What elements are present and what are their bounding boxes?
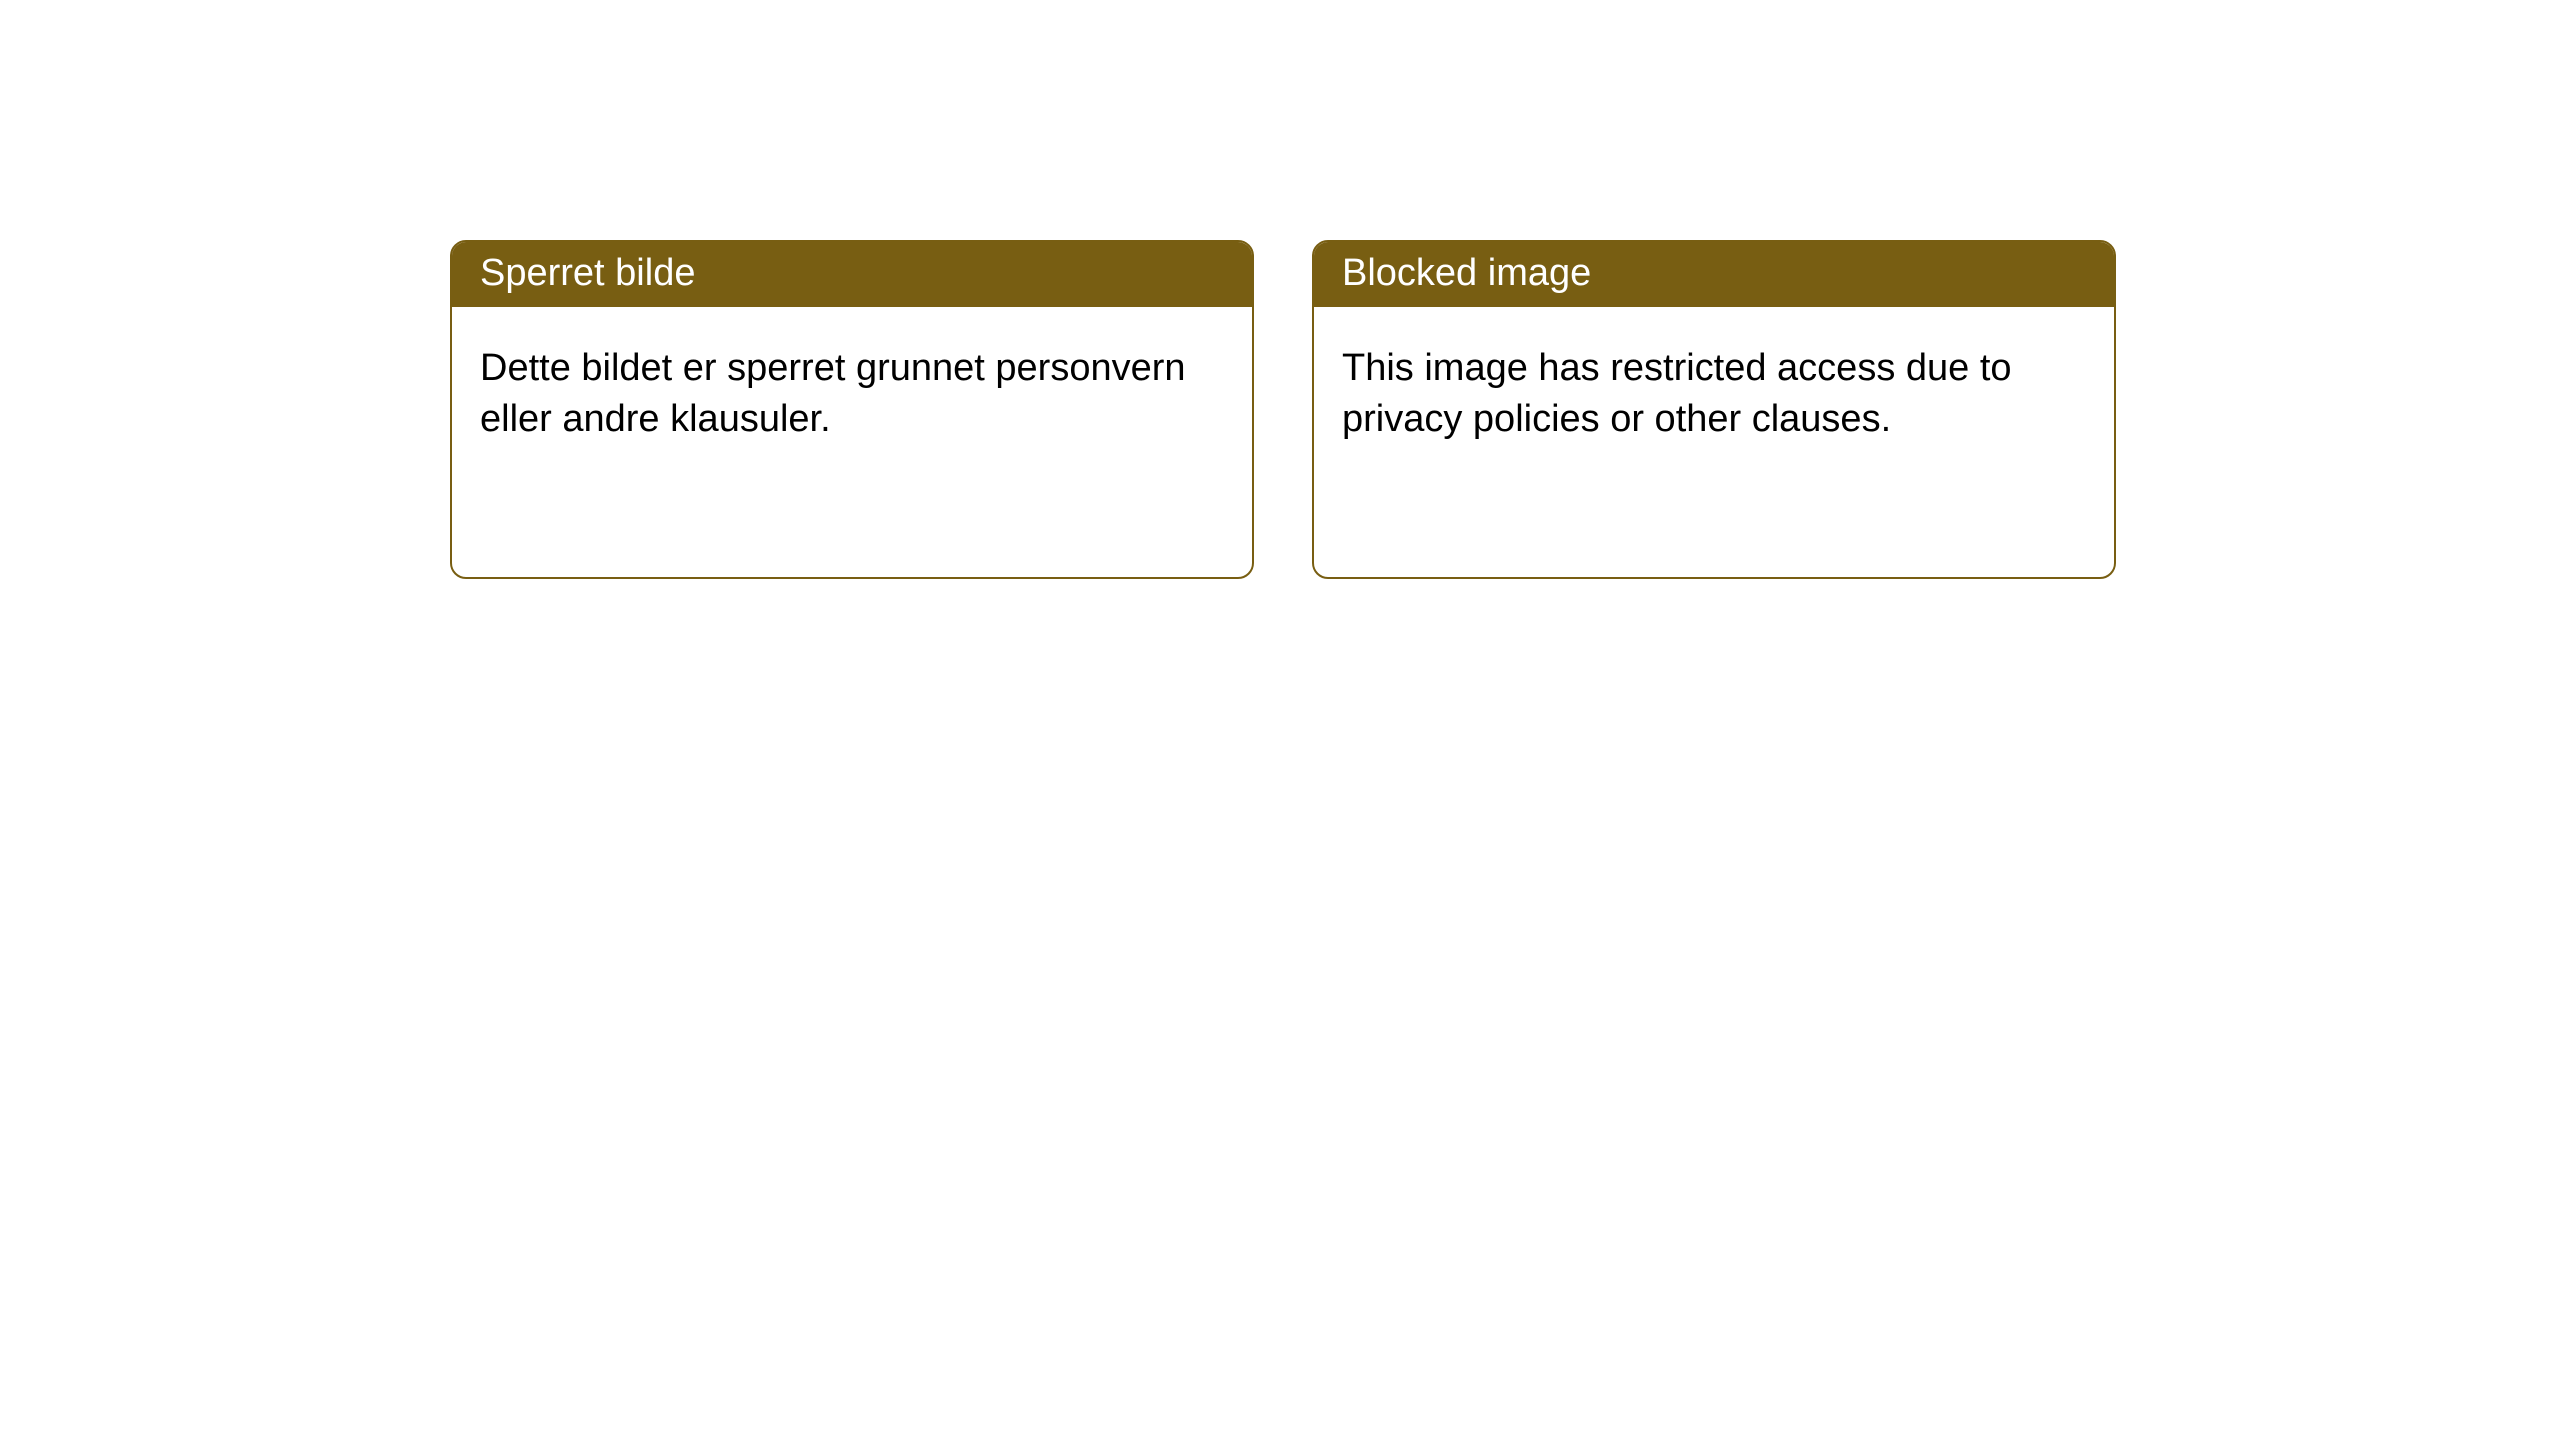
- blocked-image-card-en: Blocked image This image has restricted …: [1312, 240, 2116, 579]
- card-body: Dette bildet er sperret grunnet personve…: [452, 307, 1252, 577]
- card-title: Sperret bilde: [452, 242, 1252, 307]
- card-title: Blocked image: [1314, 242, 2114, 307]
- card-body: This image has restricted access due to …: [1314, 307, 2114, 577]
- blocked-image-card-nb: Sperret bilde Dette bildet er sperret gr…: [450, 240, 1254, 579]
- card-row: Sperret bilde Dette bildet er sperret gr…: [0, 0, 2560, 579]
